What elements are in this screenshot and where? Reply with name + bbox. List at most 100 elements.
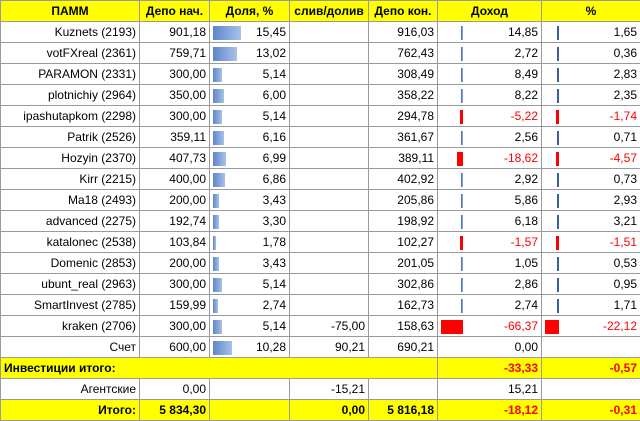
depo-end: 358,22 — [369, 85, 438, 106]
total-income: -18,12 — [438, 400, 542, 421]
pamm-name: Счет — [1, 337, 140, 358]
depo-end: 158,63 — [369, 316, 438, 337]
share-value: 3,30 — [213, 213, 286, 230]
pct-cell: 1,65 — [542, 22, 640, 43]
pct-value: 2,93 — [545, 192, 637, 209]
share-value: 6,86 — [213, 171, 286, 188]
income-cell: -5,22 — [438, 106, 542, 127]
total-row: Итого: 5 834,30 0,00 5 816,18 -18,12 -0,… — [1, 400, 640, 421]
depo-end: 690,21 — [369, 337, 438, 358]
income-cell: -18,62 — [438, 148, 542, 169]
flow: -75,00 — [290, 316, 369, 337]
share-value: 2,74 — [213, 297, 286, 314]
pct-cell: 2,93 — [542, 190, 640, 211]
share-value: 5,14 — [213, 66, 286, 83]
income-value: 2,72 — [441, 45, 538, 62]
total-label: Итого: — [1, 400, 140, 421]
income-value: 8,49 — [441, 66, 538, 83]
share-value: 5,14 — [213, 108, 286, 125]
col-header-share: Доля, % — [210, 1, 290, 22]
pct-cell: 0,53 — [542, 253, 640, 274]
pct-value: -1,74 — [545, 108, 637, 125]
pct-value: 1,71 — [545, 297, 637, 314]
depo-end: 102,27 — [369, 232, 438, 253]
pct-cell: -4,57 — [542, 148, 640, 169]
pct-cell: 0,36 — [542, 43, 640, 64]
pct-cell: 0,71 — [542, 127, 640, 148]
flow — [290, 64, 369, 85]
income-cell: 1,05 — [438, 253, 542, 274]
income-value: 1,05 — [441, 255, 538, 272]
share-cell: 10,28 — [210, 337, 290, 358]
pct-cell: 1,71 — [542, 295, 640, 316]
depo-end: 402,92 — [369, 169, 438, 190]
share-value: 6,00 — [213, 87, 286, 104]
depo-end: 294,78 — [369, 106, 438, 127]
share-cell: 5,14 — [210, 64, 290, 85]
flow — [290, 295, 369, 316]
income-value: 2,86 — [441, 276, 538, 293]
pamm-name: SmartInvest (2785) — [1, 295, 140, 316]
share-cell: 6,00 — [210, 85, 290, 106]
share-cell: 5,14 — [210, 316, 290, 337]
income-value: 2,74 — [441, 297, 538, 314]
investments-total-income: -33,33 — [438, 358, 542, 379]
total-depo-end: 5 816,18 — [369, 400, 438, 421]
agency-flow: -15,21 — [290, 379, 369, 400]
share-cell: 13,02 — [210, 43, 290, 64]
depo-start: 192,74 — [140, 211, 210, 232]
pct-value: 2,35 — [545, 87, 637, 104]
pamm-name: Patrik (2526) — [1, 127, 140, 148]
income-value: -5,22 — [441, 108, 538, 125]
share-value: 6,16 — [213, 129, 286, 146]
flow — [290, 211, 369, 232]
pamm-name: PARAMON (2331) — [1, 64, 140, 85]
pct-value: 0,71 — [545, 129, 637, 146]
pct-cell: -22,12 — [542, 316, 640, 337]
share-value: 3,43 — [213, 192, 286, 209]
share-value: 3,43 — [213, 255, 286, 272]
income-value: -66,37 — [441, 318, 538, 335]
flow: 90,21 — [290, 337, 369, 358]
depo-start: 200,00 — [140, 190, 210, 211]
income-value: -1,57 — [441, 234, 538, 251]
pct-value: -4,57 — [545, 150, 637, 167]
pct-cell: 2,83 — [542, 64, 640, 85]
pamm-name: kraken (2706) — [1, 316, 140, 337]
share-cell: 1,78 — [210, 232, 290, 253]
flow — [290, 127, 369, 148]
income-value: 0,00 — [441, 339, 538, 356]
income-value: 6,18 — [441, 213, 538, 230]
flow — [290, 253, 369, 274]
depo-start: 901,18 — [140, 22, 210, 43]
flow — [290, 169, 369, 190]
pamm-name: Kirr (2215) — [1, 169, 140, 190]
pct-cell: 3,21 — [542, 211, 640, 232]
income-cell: -1,57 — [438, 232, 542, 253]
depo-end: 361,67 — [369, 127, 438, 148]
share-cell: 5,14 — [210, 106, 290, 127]
depo-end: 302,86 — [369, 274, 438, 295]
share-cell: 3,43 — [210, 253, 290, 274]
pamm-name: votFXreal (2361) — [1, 43, 140, 64]
depo-end: 205,86 — [369, 190, 438, 211]
depo-end: 308,49 — [369, 64, 438, 85]
share-cell: 3,30 — [210, 211, 290, 232]
pct-cell: 0,73 — [542, 169, 640, 190]
flow — [290, 232, 369, 253]
income-cell: -66,37 — [438, 316, 542, 337]
pct-value: 3,21 — [545, 213, 637, 230]
col-header-depo-end: Депо кон. — [369, 1, 438, 22]
depo-end: 162,73 — [369, 295, 438, 316]
depo-start: 300,00 — [140, 316, 210, 337]
share-value: 5,14 — [213, 318, 286, 335]
share-cell: 3,43 — [210, 190, 290, 211]
